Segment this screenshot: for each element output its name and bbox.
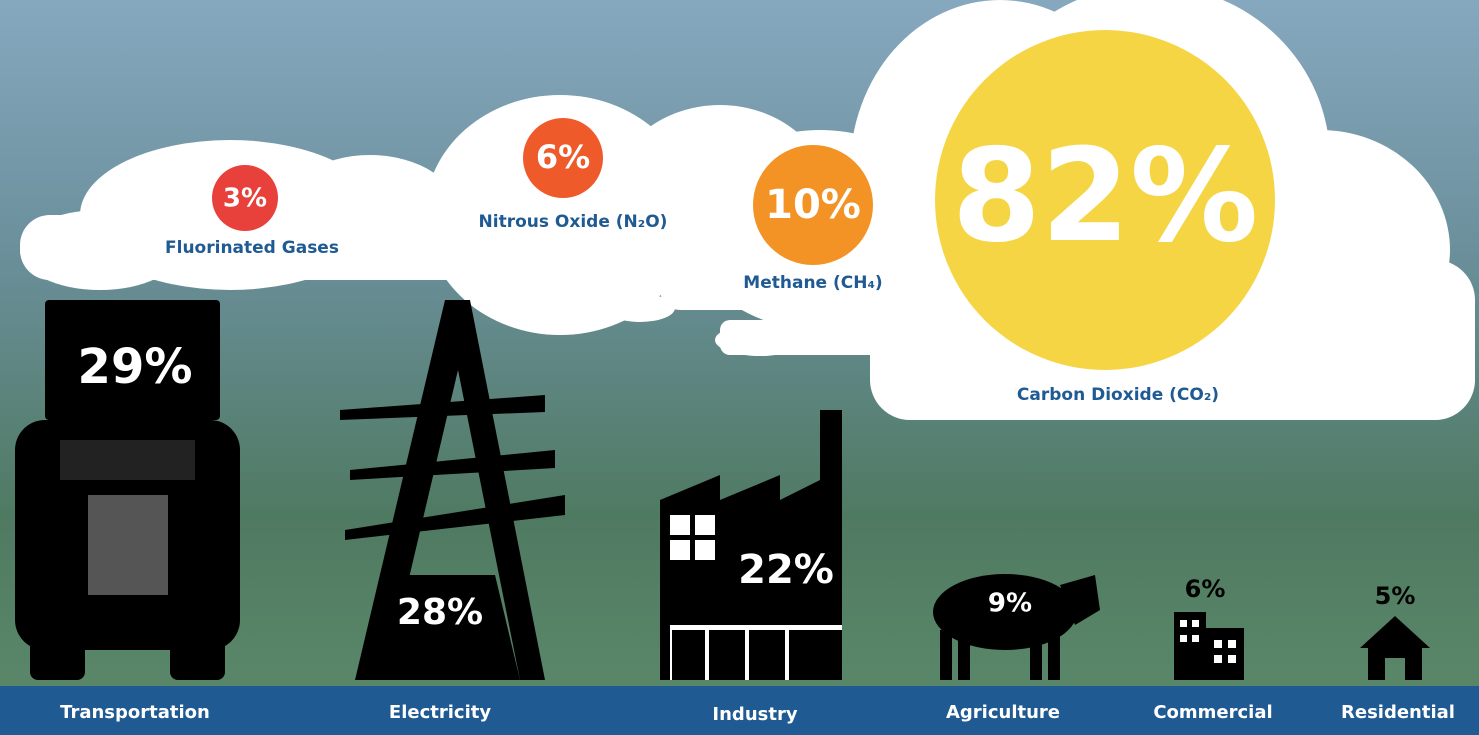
sector-share: 29% [78, 339, 193, 395]
sector-label: Electricity [389, 702, 491, 723]
gas-label: Methane (CH₄) [743, 273, 882, 293]
gas-share: 3% [223, 184, 267, 214]
sector-label: Agriculture [946, 702, 1060, 723]
gas-label: Nitrous Oxide (N₂O) [479, 212, 668, 232]
sector-share: 5% [1375, 582, 1416, 610]
sector-label: Transportation [60, 702, 210, 723]
gas-label: Fluorinated Gases [165, 238, 339, 258]
truck-grille [88, 495, 168, 595]
sector-share: 9% [988, 589, 1032, 619]
sector-share: 22% [738, 547, 834, 593]
infographic: 3% Fluorinated Gases 6% Nitrous Oxide (N… [0, 0, 1479, 735]
gas-share: 82% [952, 122, 1258, 271]
gas-share: 10% [765, 182, 861, 228]
sector-label: Industry [712, 704, 797, 725]
sector-share: 6% [1185, 575, 1226, 603]
truck-windshield [60, 440, 195, 480]
sector-label: Residential [1341, 702, 1455, 723]
sector-label: Commercial [1153, 702, 1272, 723]
gas-label: Carbon Dioxide (CO₂) [1017, 385, 1219, 405]
gas-share: 6% [536, 138, 590, 176]
sector-share: 28% [397, 592, 483, 633]
